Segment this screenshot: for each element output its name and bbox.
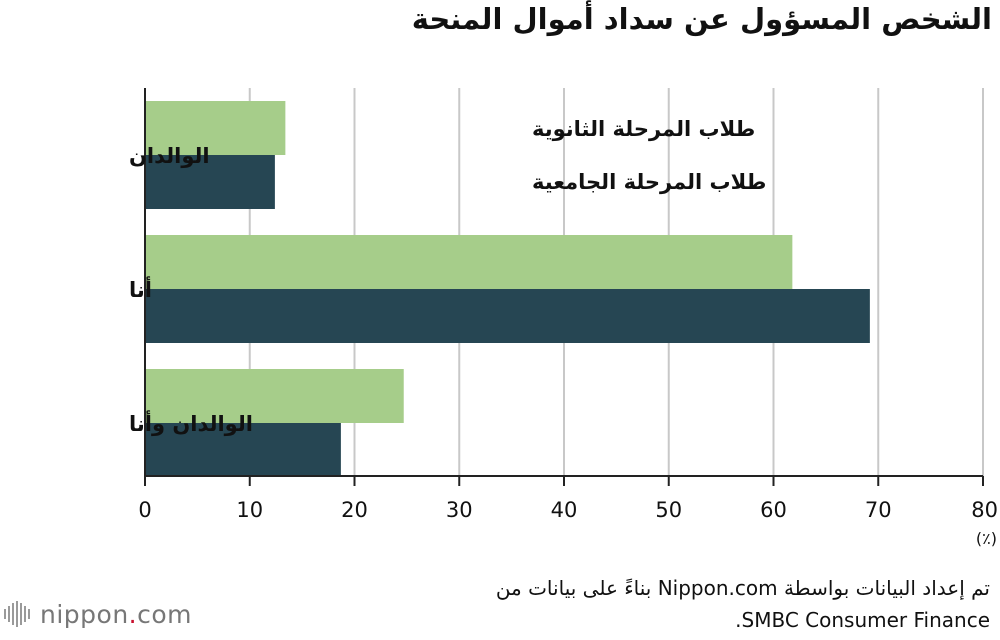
x-tick-label-70: 70 [865,498,892,522]
chart-title: الشخص المسؤول عن سداد أموال المنحة [411,2,992,36]
legend-label-1: طلاب المرحلة الجامعية [532,170,766,194]
bar-s0-c0 [145,101,286,155]
x-tick-label-50: 50 [655,498,682,522]
x-axis-unit: (٪) [976,529,997,548]
x-axis: 0 10 20 30 40 50 60 70 80 (٪) [138,88,998,548]
category-label-1: أنا [129,275,152,302]
legend-label-0: طلاب المرحلة الثانوية [532,117,755,141]
bar-s0-c2 [145,369,404,423]
source-note: تم إعداد البيانات بواسطة Nippon.com بناء… [290,572,990,636]
bars [145,101,870,477]
bar-s0-c1 [145,235,793,289]
bar-s1-c0 [145,155,275,209]
nippon-logo: nippon.com [4,597,192,631]
x-tick-label-60: 60 [760,498,787,522]
logo-name: nippon [40,599,129,629]
x-tick-label-80: 80 [971,498,998,522]
category-label-0: الوالدان [129,144,210,168]
source-line-2: SMBC Consumer Finance. [735,608,990,632]
logo-suffix: com [137,599,193,629]
category-label-2: الوالدان وأنا [129,409,253,436]
legend: طلاب المرحلة الثانوية طلاب المرحلة الجامع… [532,117,766,194]
x-tick-label-40: 40 [551,498,578,522]
source-line-1: تم إعداد البيانات بواسطة Nippon.com بناء… [495,576,990,600]
logo-bars-icon [4,601,34,627]
x-tick-label-0: 0 [138,498,151,522]
bar-s1-c1 [145,289,870,343]
x-tick-label-30: 30 [446,498,473,522]
x-tick-label-20: 20 [341,498,368,522]
logo-dot: . [128,599,138,629]
logo-text: nippon.com [40,600,192,629]
bar-s1-c2 [145,423,341,477]
x-tick-label-10: 10 [236,498,263,522]
category-labels: الوالدان أنا الوالدان وأنا [129,144,253,436]
